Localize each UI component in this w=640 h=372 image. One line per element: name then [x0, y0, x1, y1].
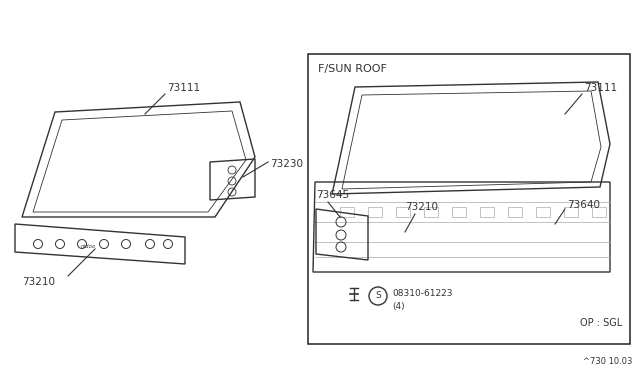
Bar: [564, 207, 578, 217]
Text: (4): (4): [392, 302, 404, 311]
Text: 73210: 73210: [22, 277, 55, 287]
Text: 73645: 73645: [316, 190, 349, 200]
Text: 73230: 73230: [270, 159, 303, 169]
Text: ^730 10.03: ^730 10.03: [582, 357, 632, 366]
Bar: [480, 207, 494, 217]
Bar: [592, 207, 606, 217]
Bar: [508, 207, 522, 217]
Bar: [424, 207, 438, 217]
Text: S: S: [375, 292, 381, 301]
Text: nidoo: nidoo: [81, 244, 95, 248]
Text: 73640: 73640: [567, 200, 600, 210]
Bar: [536, 207, 550, 217]
Text: F/SUN ROOF: F/SUN ROOF: [318, 64, 387, 74]
Text: 73111: 73111: [167, 83, 200, 93]
Bar: [396, 207, 410, 217]
Text: 73111: 73111: [584, 83, 617, 93]
Bar: [340, 207, 354, 217]
Text: 73210: 73210: [405, 202, 438, 212]
Text: OP : SGL: OP : SGL: [580, 318, 622, 328]
Bar: [308, 54, 630, 344]
Text: 08310-61223: 08310-61223: [392, 289, 452, 298]
Bar: [452, 207, 466, 217]
Bar: [368, 207, 382, 217]
